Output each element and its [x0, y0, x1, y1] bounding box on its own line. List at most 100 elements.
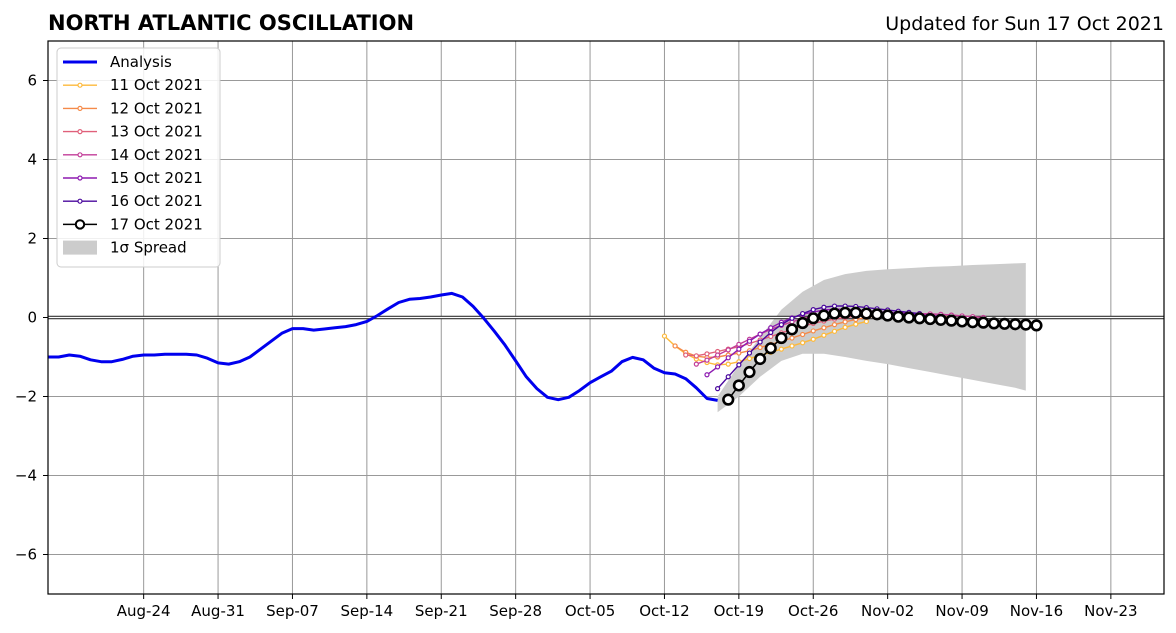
- forecast-point: [810, 328, 816, 334]
- forecast-point: [736, 346, 742, 352]
- x-tick-label: Nov-02: [861, 602, 914, 620]
- x-tick-label: Sep-14: [340, 602, 393, 620]
- legend-label: 1σ Spread: [110, 239, 187, 257]
- forecast-point: [842, 324, 848, 330]
- forecast-point: [714, 364, 721, 370]
- forecast-point: [945, 314, 958, 327]
- x-tick-label: Aug-31: [191, 602, 245, 620]
- forecast-point: [714, 386, 721, 392]
- forecast-point: [831, 328, 838, 334]
- y-tick-label: −2: [15, 388, 37, 406]
- forecast-point: [754, 352, 767, 366]
- forecast-point: [704, 351, 710, 357]
- y-tick-label: 0: [27, 309, 37, 327]
- forecast-point: [966, 316, 979, 329]
- forecast-point: [796, 316, 809, 330]
- axes: Aug-24 Aug-31 Sep-07 Sep-14 Sep-21 Sep-28 Oct-…: [15, 40, 1165, 620]
- legend-swatch-marker: [74, 219, 86, 230]
- legend-label: 17 Oct 2021: [110, 215, 203, 233]
- forecast-point: [725, 374, 731, 380]
- forecast-point: [800, 331, 806, 338]
- forecast-point: [768, 329, 774, 336]
- chart-subtitle: Updated for Sun 17 Oct 2021: [885, 13, 1164, 35]
- forecast-point: [977, 316, 990, 329]
- forecast-point: [828, 307, 841, 320]
- forecast-point: [693, 353, 699, 359]
- forecast-point: [810, 336, 816, 342]
- forecast-point: [704, 357, 710, 363]
- legend-label: 12 Oct 2021: [110, 99, 203, 117]
- forecast-point: [821, 304, 827, 310]
- x-tick-label: Nov-16: [1010, 602, 1063, 620]
- forecast-point: [1009, 318, 1022, 331]
- y-tick-label: 2: [27, 230, 37, 248]
- legend-swatch-marker: [77, 198, 83, 204]
- forecast-point: [746, 350, 753, 356]
- y-tick-label: −4: [15, 467, 37, 485]
- forecast-point: [757, 344, 763, 351]
- spread-layer: [717, 263, 1026, 413]
- forecast-point: [736, 362, 742, 368]
- legend-label: 14 Oct 2021: [110, 146, 203, 164]
- forecast-point: [870, 308, 884, 321]
- legend-swatch-marker: [77, 105, 83, 112]
- forecast-point: [913, 312, 926, 325]
- legend-swatch-marker: [77, 175, 83, 181]
- x-tick-label: Oct-12: [639, 602, 689, 620]
- spread-band: [717, 263, 1026, 413]
- x-tick-label: Oct-05: [565, 602, 615, 620]
- forecast-point: [955, 315, 969, 328]
- forecast-point: [924, 312, 937, 326]
- forecast-point: [789, 315, 795, 321]
- forecast-point: [743, 365, 756, 379]
- forecast-point: [704, 372, 710, 378]
- forecast-point: [789, 343, 795, 349]
- forecast-point: [821, 325, 827, 331]
- forecast-point: [987, 317, 1001, 330]
- x-tick-label: Oct-19: [714, 602, 764, 620]
- forecast-point: [672, 343, 678, 349]
- legend-label: Analysis: [110, 53, 172, 71]
- forecast-point: [881, 309, 894, 322]
- legend: Analysis 11 Oct 2021 12 Oct 2021 13 Oct 202…: [56, 47, 221, 268]
- forecast-point: [725, 347, 731, 353]
- forecast-point: [768, 325, 774, 331]
- analysis-line: [48, 291, 718, 402]
- forecast-point: [934, 313, 947, 326]
- y-tick-label: 6: [27, 72, 37, 90]
- forecast-point: [778, 346, 784, 352]
- forecast-point: [902, 311, 916, 324]
- forecast-point: [764, 342, 777, 355]
- legend-label: 15 Oct 2021: [110, 169, 203, 187]
- forecast-point: [683, 352, 689, 358]
- forecast-point: [831, 322, 838, 328]
- series-layer: [48, 291, 1043, 406]
- x-tick-label: Sep-07: [266, 602, 319, 620]
- forecast-point: [807, 312, 820, 325]
- legend-label: 16 Oct 2021: [110, 192, 203, 210]
- forecast-point: [860, 307, 873, 320]
- forecast-point: [661, 333, 668, 339]
- forecast-point: [800, 310, 806, 317]
- forecast-point: [998, 317, 1011, 330]
- forecast-point: [839, 306, 852, 319]
- forecast-point: [821, 332, 827, 338]
- forecast-point: [849, 306, 862, 319]
- forecast-point: [693, 361, 699, 367]
- legend-swatch-marker: [77, 129, 83, 135]
- legend-label: 13 Oct 2021: [110, 123, 203, 141]
- forecast-point: [785, 323, 799, 336]
- chart-title: NORTH ATLANTIC OSCILLATION: [48, 11, 414, 35]
- forecast-point: [757, 339, 763, 345]
- forecast-point: [746, 355, 753, 362]
- forecast-point: [725, 361, 731, 367]
- forecast-point: [736, 341, 742, 347]
- x-tick-label: Nov-23: [1084, 602, 1137, 620]
- forecast-point: [842, 319, 848, 325]
- x-tick-label: Sep-28: [489, 602, 542, 620]
- y-tick-label: 4: [27, 151, 37, 169]
- legend-swatch-marker: [77, 82, 83, 88]
- forecast-point: [778, 322, 784, 328]
- forecast-point: [831, 303, 838, 309]
